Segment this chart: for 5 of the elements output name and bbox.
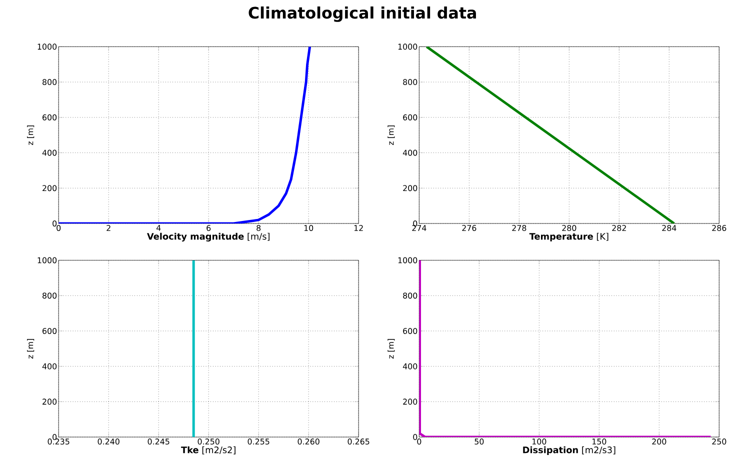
x-axis-title: Velocity magnitude [m/s] [147, 232, 270, 242]
x-axis-title: Temperature [K] [529, 232, 608, 242]
x-axis-title: Tke [m2/s2] [181, 446, 236, 454]
chart-title: Climatological initial data [248, 6, 476, 22]
x-axis-title: Dissipation [m2/s3] [523, 446, 616, 456]
